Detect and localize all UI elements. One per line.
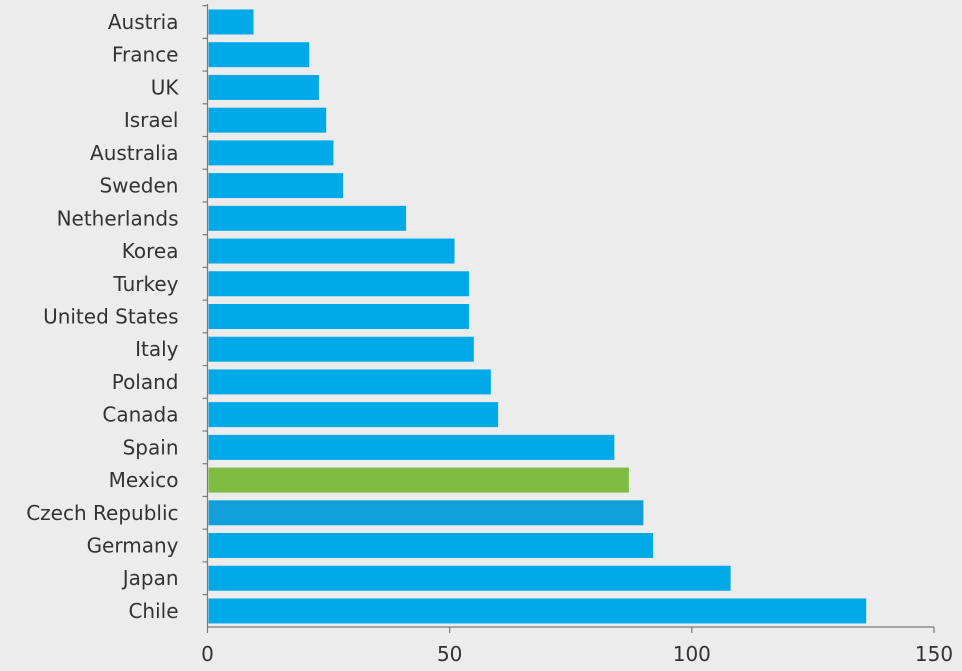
bar-korea	[208, 238, 455, 264]
category-label-israel: Israel	[124, 108, 179, 132]
bar-austria	[208, 9, 254, 35]
category-label-germany: Germany	[87, 534, 179, 558]
category-label-united-states: United States	[43, 304, 178, 328]
category-label-mexico: Mexico	[109, 468, 179, 492]
bar-czech-republic	[208, 500, 644, 526]
bar-israel	[208, 107, 327, 133]
category-label-canada: Canada	[102, 403, 178, 427]
bar-australia	[208, 140, 334, 166]
category-label-austria: Austria	[108, 10, 179, 34]
category-label-france: France	[112, 43, 179, 67]
bar-united-states	[208, 303, 470, 329]
bar-mexico	[208, 467, 629, 493]
category-label-korea: Korea	[122, 239, 179, 263]
axes-group	[202, 4, 935, 633]
category-label-netherlands: Netherlands	[57, 206, 179, 230]
bar-canada	[208, 402, 499, 428]
bar-uk	[208, 74, 319, 100]
bar-italy	[208, 336, 474, 362]
bar-sweden	[208, 173, 344, 199]
x-tick-label-100: 100	[673, 642, 711, 666]
bar-poland	[208, 369, 491, 395]
bars-group	[208, 9, 867, 624]
bar-france	[208, 42, 310, 68]
category-label-sweden: Sweden	[99, 174, 178, 198]
bar-japan	[208, 565, 731, 591]
category-label-chile: Chile	[128, 599, 178, 623]
category-label-poland: Poland	[112, 370, 179, 394]
category-label-uk: UK	[151, 75, 180, 99]
bar-chile	[208, 598, 867, 624]
bar-germany	[208, 533, 654, 559]
x-tick-label-150: 150	[915, 642, 953, 666]
labels-group: Austria France UK Israel Australia Sweden Neth…	[26, 10, 953, 666]
category-label-czech-republic: Czech Republic	[26, 501, 178, 525]
x-tick-label-50: 50	[437, 642, 462, 666]
category-label-italy: Italy	[135, 337, 179, 361]
category-label-spain: Spain	[123, 435, 179, 459]
category-label-turkey: Turkey	[112, 272, 178, 296]
bar-netherlands	[208, 205, 407, 231]
category-label-australia: Australia	[90, 141, 178, 165]
x-tick-label-0: 0	[201, 642, 214, 666]
bar-turkey	[208, 271, 470, 297]
bar-spain	[208, 434, 615, 460]
category-label-japan: Japan	[121, 566, 179, 590]
